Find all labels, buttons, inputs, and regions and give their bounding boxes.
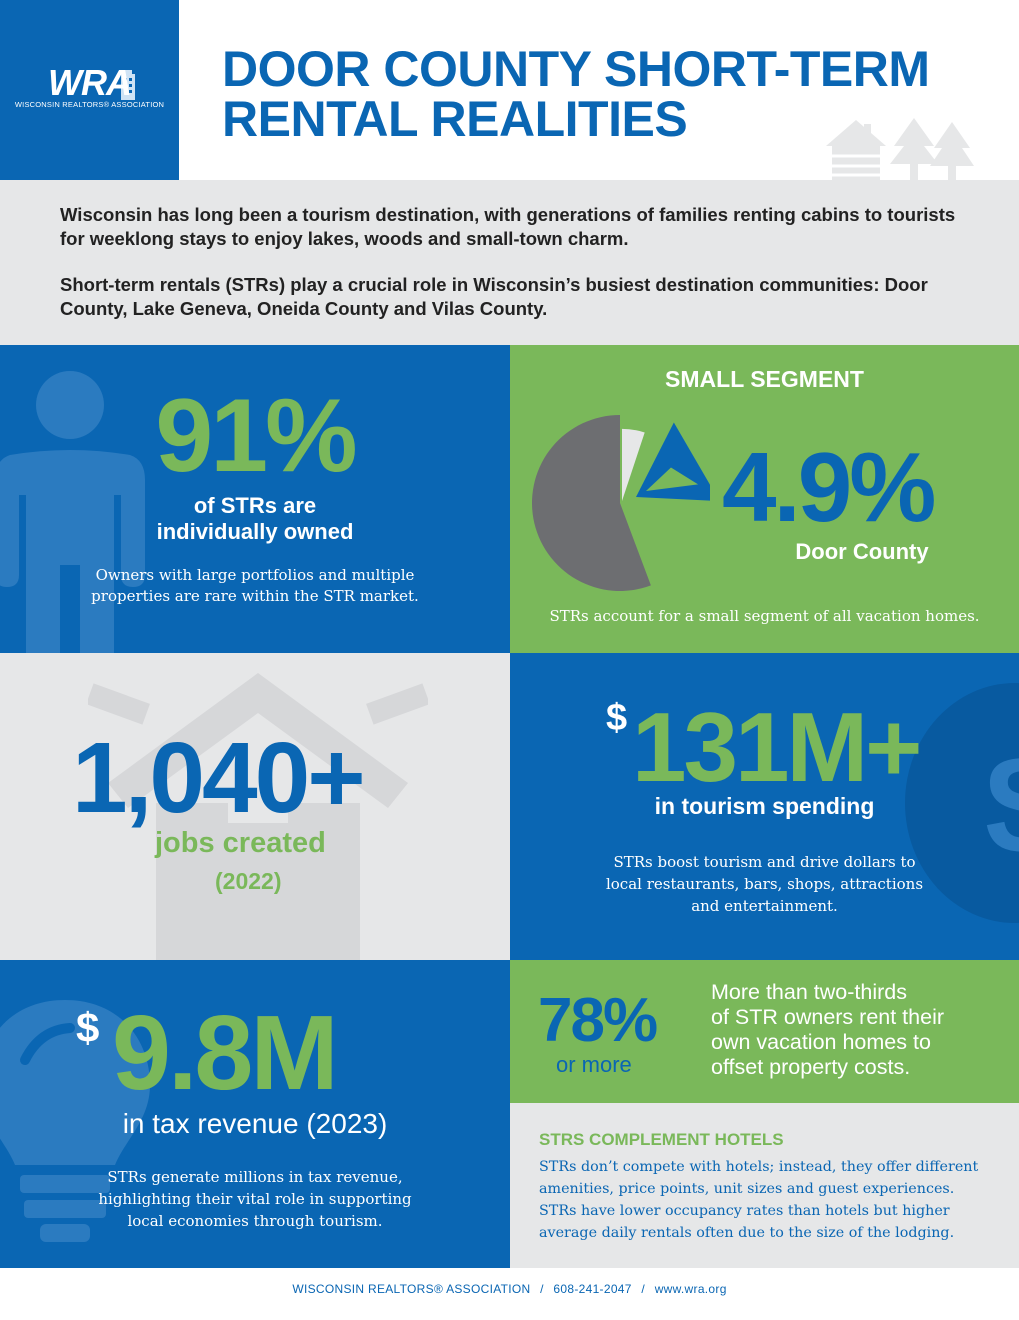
intro-section: Wisconsin has long been a tourism destin… [0, 180, 1019, 345]
hotels-body: STRs don’t compete with hotels; instead,… [539, 1156, 1009, 1244]
logo-subtitle: WISCONSIN REALTORS® ASSOCIATION [14, 100, 165, 109]
ownership-label-line-2: individually owned [156, 519, 354, 544]
footer-phone[interactable]: 608-241-2047 [553, 1282, 632, 1296]
hotels-panel: STRS COMPLEMENT HOTELS STRs don’t compet… [510, 1103, 1019, 1268]
lightbulb-icon [0, 1000, 150, 1242]
dollar-coin-icon: $ [905, 683, 1019, 923]
owners-text-line-4: offset property costs. [711, 1055, 911, 1079]
owners-text-line-3: own vacation homes to [711, 1030, 931, 1054]
hotels-line-3: STRs have lower occupancy rates than hot… [539, 1203, 950, 1219]
hotels-heading: STRS COMPLEMENT HOTELS [539, 1130, 784, 1149]
ownership-panel: 91% of STRs are individually owned Owner… [0, 345, 510, 653]
intro-paragraph-2: Short-term rentals (STRs) play a crucial… [60, 274, 928, 319]
tax-description-line-1: STRs generate millions in tax revenue, [107, 1168, 403, 1186]
owners-text-line-1: More than two-thirds [711, 980, 907, 1004]
segment-stat: 4.9% [722, 432, 936, 542]
segment-heading: SMALL SEGMENT [665, 366, 864, 392]
segment-description: STRs account for a small segment of all … [549, 607, 980, 625]
tax-label: in tax revenue (2023) [122, 1108, 388, 1139]
owners-panel: 78% or more More than two-thirds of STR … [510, 960, 1019, 1103]
intro-paragraph-1: Wisconsin has long been a tourism destin… [60, 204, 956, 249]
pie-slice-inner [646, 467, 699, 491]
tourism-description-line-3: and entertainment. [691, 897, 838, 915]
page-title: DOOR COUNTY SHORT-TERM RENTAL REALITIES [222, 44, 1002, 144]
segment-pie-chart [532, 415, 710, 591]
tourism-description-line-1: STRs boost tourism and drive dollars to [613, 853, 916, 871]
owners-stat: 78% [538, 986, 658, 1055]
pie-slice-door-county [636, 422, 710, 501]
tax-stat: 9.8M [112, 994, 339, 1112]
header-art [826, 118, 974, 182]
footer-org: WISCONSIN REALTORS® ASSOCIATION [292, 1282, 531, 1296]
footer-website-link[interactable]: www.wra.org [654, 1282, 727, 1296]
jobs-stat: 1,040+ [72, 722, 366, 834]
logo-block [0, 0, 179, 180]
tourism-description-line-2: local restaurants, bars, shops, attracti… [605, 875, 924, 893]
person-icon [0, 371, 145, 653]
hotels-line-4: average daily rentals often due to the s… [539, 1225, 955, 1241]
ownership-description: Owners with large portfolios and multipl… [91, 566, 419, 605]
footer: WISCONSIN REALTORS® ASSOCIATION / 608-24… [0, 1282, 1019, 1296]
owners-text-line-2: of STR owners rent their [711, 1005, 945, 1029]
logo-mark: WRA [48, 62, 132, 103]
tax-description: STRs generate millions in tax revenue, h… [50, 1166, 460, 1232]
pie-slice-gap [622, 428, 645, 501]
tourism-description: STRs boost tourism and drive dollars to … [550, 851, 979, 917]
hotels-line-1: STRs don’t compete with hotels; instead,… [539, 1159, 979, 1175]
pine-tree-icon [890, 118, 938, 182]
title-line-1: DOOR COUNTY SHORT-TERM [222, 41, 930, 97]
owners-stat-sub: or more [556, 1052, 632, 1077]
footer-separator: / [641, 1282, 646, 1296]
ownership-label: of STRs are individually owned [0, 493, 510, 545]
tourism-label: in tourism spending [654, 793, 875, 819]
tourism-currency: $ [606, 697, 628, 739]
cabin-icon [826, 120, 886, 182]
jobs-label: jobs created [155, 827, 326, 859]
title-line-2: RENTAL REALITIES [222, 91, 688, 147]
segment-location: Door County [795, 539, 929, 564]
hotels-line-2: amenities, price points, unit sizes and … [539, 1181, 955, 1197]
ownership-label-line-1: of STRs are [193, 493, 317, 518]
tax-description-line-3: local economies through tourism. [127, 1212, 383, 1230]
tax-panel: $ 9.8M in tax revenue (2023) STRs genera… [0, 960, 510, 1268]
jobs-year: (2022) [215, 868, 282, 894]
tourism-stat: 131M+ [632, 692, 922, 802]
building-icon [121, 70, 135, 100]
svg-text:$: $ [985, 726, 1019, 883]
segment-panel: SMALL SEGMENT 4.9% Door County STRs acco… [510, 345, 1019, 653]
house-icon [88, 673, 428, 960]
tax-currency: $ [76, 1004, 100, 1051]
tax-description-line-2: highlighting their vital role in support… [98, 1190, 412, 1208]
ownership-stat: 91% [155, 378, 357, 494]
tourism-panel: $ $ 131M+ in tourism spending STRs boost… [510, 653, 1019, 960]
jobs-panel: 1,040+ jobs created (2022) [0, 653, 510, 960]
pie-slice-other [532, 415, 651, 591]
footer-separator: / [540, 1282, 544, 1296]
owners-text: More than two-thirds of STR owners rent … [711, 980, 1011, 1080]
pine-tree-icon [930, 122, 974, 182]
